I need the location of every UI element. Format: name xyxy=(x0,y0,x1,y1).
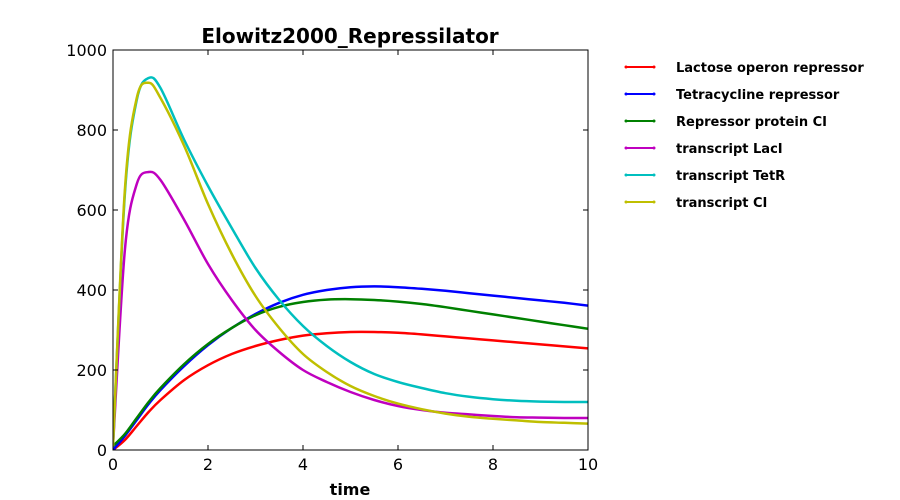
legend-item-repressor-protein-ci: Repressor protein CI xyxy=(624,115,827,130)
legend-item-tetracycline-repressor: Tetracycline repressor xyxy=(624,88,840,103)
series-lines xyxy=(113,76,588,450)
x-tick-label: 10 xyxy=(578,455,598,474)
legend-label: Lactose operon repressor xyxy=(676,61,864,76)
legend-item-transcript-tetr: transcript TetR xyxy=(624,169,785,184)
plot-area: 0 2 4 6 8 10 0 200 400 600 800 1000 xyxy=(66,41,598,474)
legend-marker-start xyxy=(624,173,628,177)
legend-marker-start xyxy=(624,146,628,150)
legend-marker-start xyxy=(624,65,628,69)
legend-item-lactose-operon-repressor: Lactose operon repressor xyxy=(624,61,864,76)
chart-title: Elowitz2000_Repressilator xyxy=(201,24,498,48)
legend-marker-start xyxy=(624,119,628,123)
series-line-transcript-laci xyxy=(113,170,588,447)
legend-marker-end xyxy=(652,119,656,123)
plot-frame xyxy=(112,49,589,451)
legend-marker-start xyxy=(624,200,628,204)
y-tick-label: 0 xyxy=(97,441,107,460)
y-tick-label: 400 xyxy=(76,281,107,300)
legend-item-transcript-ci: transcript CI xyxy=(624,196,767,211)
legend-marker-end xyxy=(652,200,656,204)
y-tick-label: 800 xyxy=(76,121,107,140)
legend-marker-start xyxy=(624,92,628,96)
legend-label: Tetracycline repressor xyxy=(676,88,840,103)
series-line-transcript-ci xyxy=(113,81,588,447)
legend-marker-end xyxy=(652,173,656,177)
y-tick-label: 200 xyxy=(76,361,107,380)
y-tick-label: 1000 xyxy=(66,41,107,60)
series-line-repressor-protein-ci xyxy=(113,297,588,447)
x-tick-label: 2 xyxy=(203,455,213,474)
legend-marker-end xyxy=(652,92,656,96)
legend-label: Repressor protein CI xyxy=(676,115,827,130)
y-tick-label: 600 xyxy=(76,201,107,220)
legend: Lactose operon repressor Tetracycline rep… xyxy=(624,61,864,211)
legend-marker-end xyxy=(652,146,656,150)
legend-item-transcript-laci: transcript LacI xyxy=(624,142,783,157)
x-axis-label: time xyxy=(330,480,371,499)
x-tick-label: 6 xyxy=(393,455,403,474)
legend-label: transcript TetR xyxy=(676,169,785,184)
legend-label: transcript LacI xyxy=(676,142,783,157)
x-tick-label: 0 xyxy=(108,455,118,474)
series-line-lactose-operon-repressor xyxy=(113,330,588,450)
legend-label: transcript CI xyxy=(676,196,767,211)
x-tick-label: 4 xyxy=(298,455,308,474)
x-tick-label: 8 xyxy=(488,455,498,474)
legend-marker-end xyxy=(652,65,656,69)
series-line-tetracycline-repressor xyxy=(113,285,588,450)
series-line-transcript-tetr xyxy=(113,76,588,447)
